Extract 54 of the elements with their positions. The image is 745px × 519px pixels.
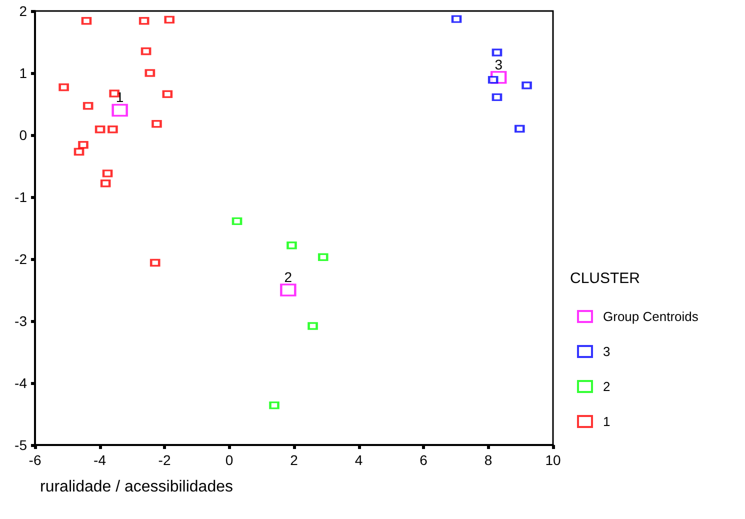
point [139,16,150,25]
x-tick-label: 2 [290,452,298,468]
annotation: 3 [494,56,503,72]
point [162,90,172,98]
x-tick-label: 6 [420,452,428,468]
x-tick-label: -6 [28,452,42,468]
point [492,48,502,57]
point [83,102,94,110]
point [102,169,113,178]
point [522,81,532,90]
point [150,258,160,267]
point [112,104,128,117]
point [452,15,462,24]
point [164,16,174,24]
x-tick-label: -4 [94,452,106,468]
x-axis-title: ruralidade / acessibilidades [40,478,233,496]
legend-label: Group Centroids [603,309,699,324]
y-tick-label: -3 [14,313,28,329]
y-tick-label: 1 [19,65,28,81]
point [100,179,111,188]
point [152,120,162,128]
point [58,83,69,92]
x-tick-label: 8 [484,452,492,468]
y-tick-label: -4 [14,375,28,391]
x-tick-label: 0 [225,452,234,468]
y-tick-label: 2 [19,3,28,19]
y-tick-label: -5 [14,437,28,453]
point [81,16,92,25]
legend-label: 2 [603,379,610,394]
point [514,124,525,133]
point [141,47,152,56]
point [78,140,88,149]
point [144,69,155,77]
point [108,125,118,134]
legend-label: 3 [603,344,610,359]
annotation: 2 [284,269,292,285]
point [95,125,106,134]
point [232,217,242,226]
x-tick-label: 10 [545,452,561,468]
point [318,253,328,262]
x-tick-label: 4 [354,452,363,468]
point [269,401,280,410]
legend-title: CLUSTER [570,270,640,287]
y-tick-label: -1 [14,189,28,205]
point [308,322,318,330]
point [286,241,297,250]
legend-label: 1 [603,414,610,429]
point [74,148,84,156]
x-tick-label: -2 [158,452,171,468]
y-tick-label: 0 [19,127,28,143]
point [492,93,502,102]
point [280,284,296,296]
y-tick-label: -2 [14,251,28,267]
annotation: 1 [116,89,124,106]
